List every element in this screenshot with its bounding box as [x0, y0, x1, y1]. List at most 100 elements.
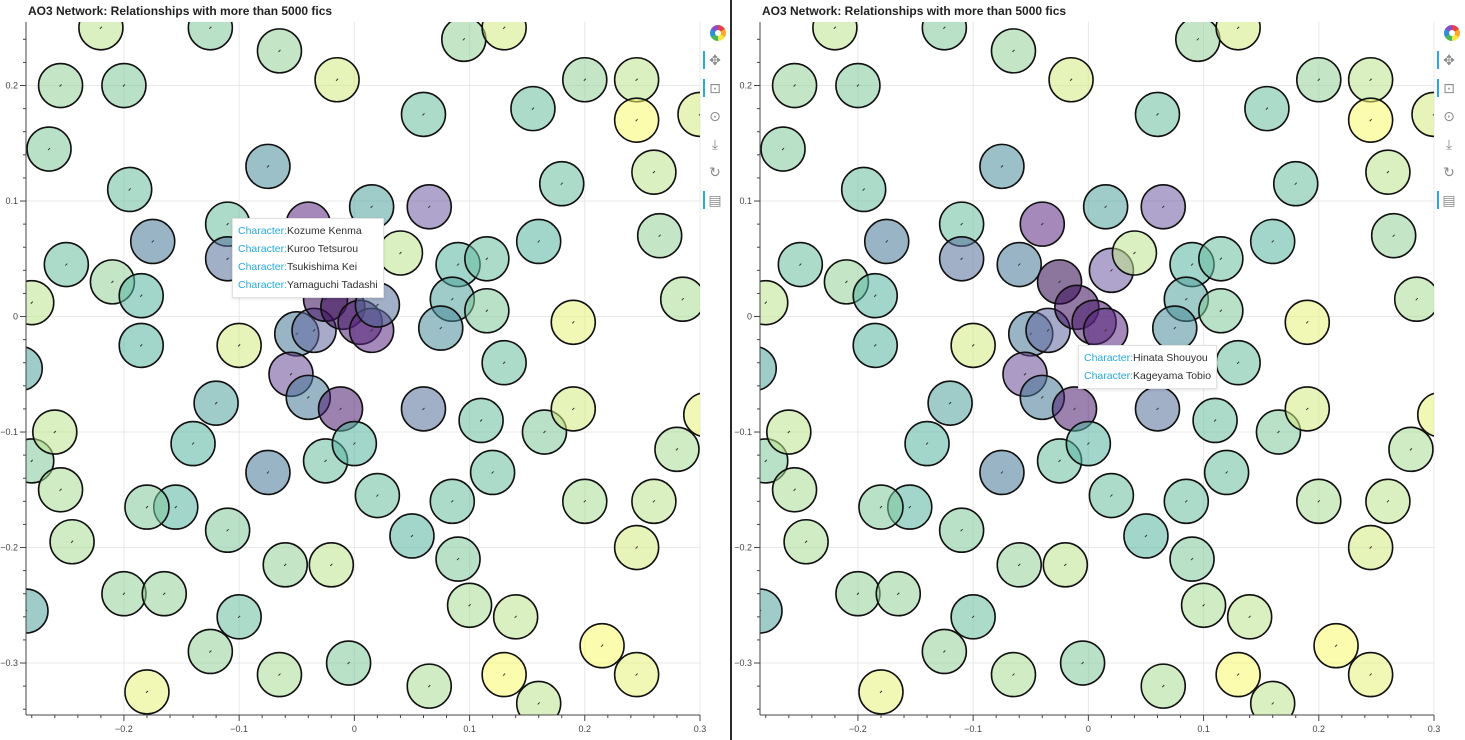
node-edge-stub [793, 488, 796, 492]
network-node[interactable] [812, 6, 858, 51]
tooltip-row: Character:Kageyama Tobio [1084, 367, 1211, 385]
node-edge-stub [468, 603, 471, 607]
plot-toolbar: ✥ ⊡ ⊙ ⤓ ↻ ▤ [702, 20, 728, 220]
node-edge-stub [450, 297, 454, 301]
node-edge-stub [502, 673, 506, 676]
network-node[interactable] [1411, 91, 1456, 138]
reset-icon[interactable]: ↻ [1443, 164, 1455, 180]
x-tick-label: 0 [1086, 724, 1091, 734]
node-edge-stub [1040, 396, 1044, 399]
tooltip-row: Character:Tsukishima Kei [238, 258, 378, 276]
node-edge-stub [896, 592, 900, 596]
node-edge-stub [1110, 494, 1113, 497]
network-node[interactable] [4, 588, 49, 634]
node-edge-stub [226, 528, 229, 532]
bokeh-logo-icon[interactable] [1439, 22, 1460, 42]
save-icon[interactable]: ⤓ [711, 136, 719, 152]
node-edge-stub [1073, 407, 1076, 411]
network-plot-panel-left[interactable]: AO3 Network: Relationships with more tha… [0, 0, 731, 740]
node-edge-stub [1190, 263, 1194, 266]
network-node[interactable] [1249, 680, 1296, 725]
node-edge-stub [635, 78, 638, 82]
node-edge-stub [410, 534, 414, 538]
y-tick-label: −0.1 [734, 427, 752, 437]
node-edge-stub [502, 361, 506, 365]
pan-icon[interactable]: ✥ [703, 50, 725, 70]
bokeh-logo-icon[interactable] [705, 22, 726, 42]
network-node[interactable] [1393, 276, 1439, 322]
network-node[interactable] [738, 588, 783, 634]
node-edge-stub [1369, 118, 1372, 122]
node-edge-stub [1236, 26, 1240, 30]
network-node[interactable] [78, 6, 124, 51]
wheel-zoom-icon[interactable]: ⊙ [709, 108, 721, 124]
node-edge-stub [753, 368, 755, 370]
network-node[interactable] [677, 91, 722, 138]
scatter-plot-canvas[interactable]: −0.2 −0.1 0 0.1 0.2 0.3 −0.3 −0.2 −0.1 0 0.1 0.2 [734, 0, 1465, 740]
plot-title: AO3 Network: Relationships with more tha… [762, 4, 1067, 18]
network-node[interactable] [1416, 392, 1462, 437]
network-node[interactable] [744, 279, 789, 326]
network-plot-panel-right[interactable]: AO3 Network: Relationships with more tha… [734, 0, 1465, 740]
y-tick-label: −0.2 [734, 543, 752, 553]
box-zoom-icon[interactable]: ⊡ [1437, 78, 1459, 98]
pan-icon[interactable]: ✥ [1437, 50, 1459, 70]
node-edge-stub [1219, 309, 1223, 313]
node-edge-stub [283, 563, 287, 567]
y-tick-label: −0.3 [0, 658, 18, 668]
y-tick-label: 0 [747, 312, 752, 322]
reset-icon[interactable]: ↻ [709, 164, 721, 180]
node-edge-stub [1156, 407, 1159, 411]
node-edge-stub [19, 368, 21, 370]
node-edge-stub [312, 329, 316, 332]
network-node[interactable] [481, 6, 527, 51]
hover-icon[interactable]: ▤ [1437, 190, 1459, 210]
node-edge-stub [971, 344, 975, 347]
node-edge-stub [1012, 673, 1015, 676]
node-edge-stub [543, 430, 546, 434]
node-layer [0, 6, 728, 725]
node-edge-stub [306, 396, 310, 399]
node-edge-stub [1305, 407, 1309, 411]
node-edge-stub [583, 78, 587, 82]
node-edge-stub [1305, 320, 1309, 324]
tooltip-key: Character: [1084, 370, 1134, 382]
wheel-zoom-icon[interactable]: ⊙ [1443, 108, 1455, 124]
hover-icon[interactable]: ▤ [703, 190, 725, 210]
node-edge-stub [885, 240, 889, 243]
node-edge-stub [1184, 297, 1188, 301]
network-node[interactable] [0, 346, 44, 391]
network-node[interactable] [659, 276, 705, 322]
node-edge-stub [960, 257, 963, 261]
node-edge-stub [1386, 499, 1390, 503]
node-edge-stub [208, 650, 212, 653]
scatter-plot-canvas[interactable]: −0.2 −0.1 0 0.1 0.2 0.3 −0.3 −0.2 −0.1 0 0.1 0.2 [0, 0, 731, 740]
network-node[interactable] [515, 680, 562, 725]
node-edge-stub [1294, 182, 1298, 186]
node-edge-stub [873, 294, 877, 298]
node-edge-stub [635, 118, 638, 122]
node-edge-stub [658, 234, 662, 238]
network-node[interactable] [734, 346, 778, 391]
node-edge-stub [1156, 113, 1159, 116]
node-edge-stub [1063, 563, 1067, 567]
x-tick-label: 0.3 [694, 724, 707, 734]
network-node[interactable] [187, 6, 234, 51]
node-edge-stub [485, 309, 489, 313]
node-edge-stub [1161, 205, 1165, 209]
x-tick-label: −0.2 [115, 724, 133, 734]
network-node[interactable] [1215, 6, 1261, 51]
node-edge-stub [1236, 673, 1240, 676]
node-edge-stub [1017, 563, 1021, 567]
node-edge-stub [781, 147, 785, 151]
node-edge-stub [960, 222, 963, 226]
network-node[interactable] [682, 392, 728, 437]
node-edge-stub [1386, 170, 1390, 174]
save-icon[interactable]: ⤓ [1445, 136, 1453, 152]
node-edge-stub [571, 407, 575, 411]
network-node[interactable] [921, 6, 968, 51]
node-edge-stub [1334, 644, 1338, 648]
network-node[interactable] [10, 279, 55, 326]
box-zoom-icon[interactable]: ⊡ [703, 78, 725, 98]
node-edge-stub [1225, 471, 1228, 474]
